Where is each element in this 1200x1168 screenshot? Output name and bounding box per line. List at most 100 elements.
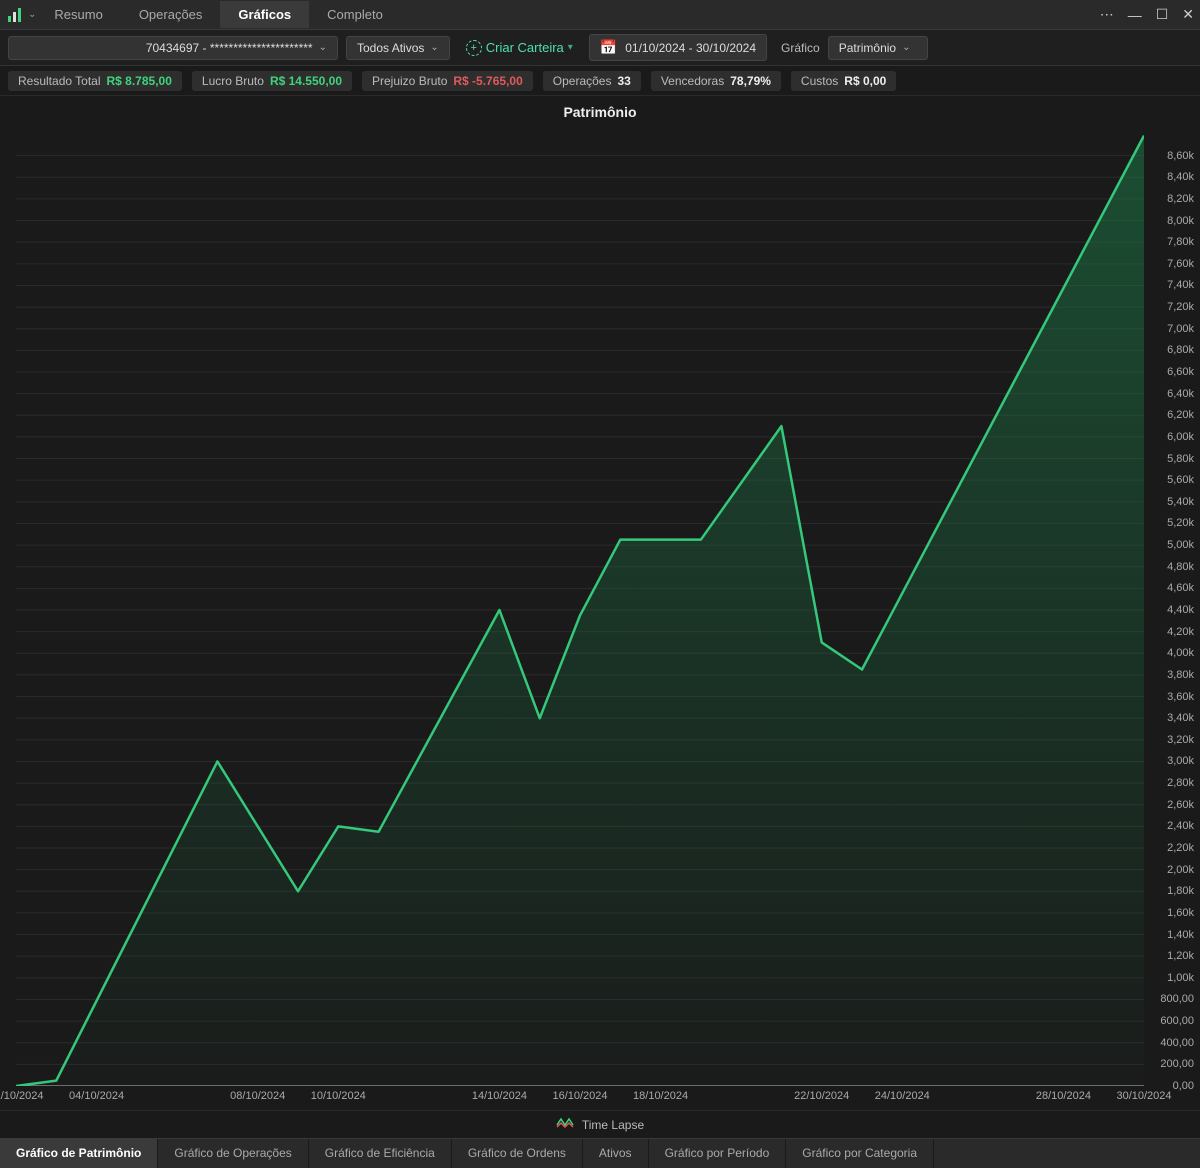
y-tick: 7,80k [1167, 236, 1194, 248]
stat-value: R$ -5.765,00 [453, 74, 522, 88]
stat-value: R$ 8.785,00 [107, 74, 172, 88]
y-tick: 5,60k [1167, 474, 1194, 486]
y-tick: 6,20k [1167, 409, 1194, 421]
bottom-tab[interactable]: Gráfico de Eficiência [309, 1139, 452, 1168]
calendar-icon: 📅 [600, 39, 617, 56]
account-dropdown[interactable]: 70434697 - ********************** ⌄ [8, 36, 338, 60]
x-tick: 22/10/2024 [794, 1090, 849, 1102]
stat-label: Vencedoras [661, 74, 724, 88]
stat-vencedoras: Vencedoras 78,79% [651, 71, 781, 91]
bottom-tab[interactable]: Gráfico de Ordens [452, 1139, 583, 1168]
chevron-down-icon: ⌄ [319, 42, 327, 53]
stat-value: R$ 0,00 [844, 74, 886, 88]
y-axis: Saldo (R$) 0,00200,00400,00600,00800,001… [1144, 134, 1200, 1086]
y-tick: 4,80k [1167, 561, 1194, 573]
bottom-tab[interactable]: Gráfico de Operações [158, 1139, 308, 1168]
chart-plot[interactable] [16, 134, 1144, 1086]
y-tick: 4,40k [1167, 604, 1194, 616]
bottom-tab[interactable]: Gráfico por Categoria [786, 1139, 934, 1168]
y-tick: 1,00k [1167, 972, 1194, 984]
y-tick: 7,00k [1167, 323, 1194, 335]
chart-area: Patrimônio Saldo (R$) 0,00200,00400,0060… [0, 96, 1200, 1138]
y-tick: 4,00k [1167, 647, 1194, 659]
more-icon[interactable]: ⋯ [1100, 6, 1114, 23]
y-tick: 3,20k [1167, 734, 1194, 746]
time-lapse-bar[interactable]: Time Lapse [0, 1110, 1200, 1138]
x-axis: 02/10/202404/10/202408/10/202410/10/2024… [16, 1086, 1144, 1110]
chevron-down-icon: ⌄ [902, 42, 910, 53]
y-tick: 5,00k [1167, 539, 1194, 551]
app-menu-chevron-icon[interactable]: ⌄ [28, 9, 36, 20]
stat-operacoes: Operações33 [543, 71, 641, 91]
x-tick: 28/10/2024 [1036, 1090, 1091, 1102]
chart-body: Saldo (R$) 0,00200,00400,00600,00800,001… [0, 124, 1200, 1086]
minimize-button[interactable]: ― [1128, 7, 1142, 23]
y-tick: 7,20k [1167, 301, 1194, 313]
stat-value: 78,79% [730, 74, 771, 88]
y-tick: 0,00 [1173, 1080, 1194, 1092]
stat-label: Prejuizo Bruto [372, 74, 447, 88]
y-tick: 3,80k [1167, 669, 1194, 681]
assets-label: Todos Ativos [357, 41, 424, 55]
stat-value: 33 [617, 74, 630, 88]
y-tick: 600,00 [1160, 1015, 1194, 1027]
window-controls: ⋯ ― ☐ ✕ [1100, 6, 1194, 23]
y-tick: 6,00k [1167, 431, 1194, 443]
y-tick: 8,40k [1167, 171, 1194, 183]
y-tick: 5,40k [1167, 496, 1194, 508]
close-button[interactable]: ✕ [1182, 6, 1194, 23]
x-tick: 16/10/2024 [552, 1090, 607, 1102]
y-tick: 6,80k [1167, 344, 1194, 356]
plus-circle-icon: + [466, 40, 482, 56]
y-tick: 8,60k [1167, 150, 1194, 162]
chart-selector-label: Gráfico [781, 41, 820, 55]
assets-dropdown[interactable]: Todos Ativos ⌄ [346, 36, 450, 60]
y-tick: 2,80k [1167, 777, 1194, 789]
create-portfolio-button[interactable]: + Criar Carteira ▾ [458, 36, 581, 60]
chart-type-dropdown[interactable]: Patrimônio ⌄ [828, 36, 928, 60]
y-tick: 7,40k [1167, 279, 1194, 291]
maximize-button[interactable]: ☐ [1156, 6, 1169, 23]
y-tick: 3,00k [1167, 755, 1194, 767]
y-tick: 1,80k [1167, 885, 1194, 897]
chevron-down-icon: ⌄ [430, 42, 438, 53]
bottom-tab[interactable]: Gráfico de Patrimônio [0, 1139, 158, 1168]
y-tick: 1,60k [1167, 907, 1194, 919]
x-tick: 18/10/2024 [633, 1090, 688, 1102]
top-tab-resumo[interactable]: Resumo [36, 1, 120, 28]
x-tick: 02/10/2024 [0, 1090, 44, 1102]
y-tick: 8,00k [1167, 215, 1194, 227]
stat-value: R$ 14.550,00 [270, 74, 342, 88]
top-tab-gráficos[interactable]: Gráficos [220, 1, 309, 28]
chart-title: Patrimônio [0, 96, 1200, 124]
titlebar: ⌄ ResumoOperaçõesGráficosCompleto ⋯ ― ☐ … [0, 0, 1200, 30]
y-tick: 4,60k [1167, 582, 1194, 594]
filter-toolbar: 70434697 - ********************** ⌄ Todo… [0, 30, 1200, 66]
y-tick: 2,20k [1167, 842, 1194, 854]
stat-resultadoTotal: Resultado Total R$ 8.785,00 [8, 71, 182, 91]
top-tab-operações[interactable]: Operações [121, 1, 221, 28]
top-tabs: ResumoOperaçõesGráficosCompleto [36, 1, 1099, 28]
date-range-picker[interactable]: 📅 01/10/2024 - 30/10/2024 [589, 34, 767, 61]
stat-label: Resultado Total [18, 74, 101, 88]
stats-row: Resultado Total R$ 8.785,00 Lucro Bruto R$ … [0, 66, 1200, 96]
stat-label: Lucro Bruto [202, 74, 264, 88]
y-tick: 400,00 [1160, 1037, 1194, 1049]
x-tick: 08/10/2024 [230, 1090, 285, 1102]
bottom-tabs: Gráfico de PatrimônioGráfico de Operaçõe… [0, 1138, 1200, 1168]
top-tab-completo[interactable]: Completo [309, 1, 401, 28]
y-tick: 200,00 [1160, 1058, 1194, 1070]
stat-prejuizoBruto: Prejuizo Bruto R$ -5.765,00 [362, 71, 533, 91]
stat-lucroBruto: Lucro Bruto R$ 14.550,00 [192, 71, 352, 91]
y-tick: 2,40k [1167, 820, 1194, 832]
bottom-tab[interactable]: Gráfico por Período [649, 1139, 787, 1168]
y-tick: 5,20k [1167, 517, 1194, 529]
y-tick: 3,60k [1167, 691, 1194, 703]
y-tick: 5,80k [1167, 453, 1194, 465]
stat-label: Custos [801, 74, 838, 88]
x-tick: 10/10/2024 [311, 1090, 366, 1102]
bottom-tab[interactable]: Ativos [583, 1139, 649, 1168]
chevron-down-icon: ▾ [568, 42, 573, 53]
y-tick: 3,40k [1167, 712, 1194, 724]
y-tick: 6,60k [1167, 366, 1194, 378]
